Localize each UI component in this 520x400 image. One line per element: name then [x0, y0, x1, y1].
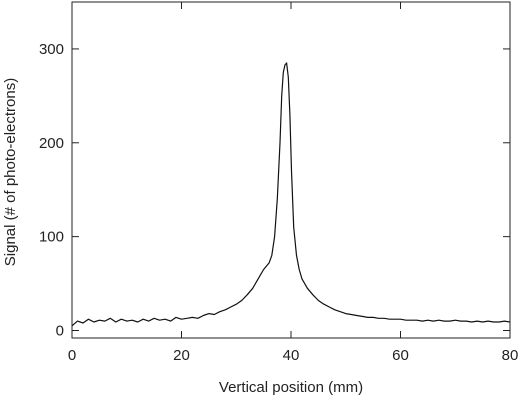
y-axis-ticks: 0 100 200 300: [39, 41, 510, 339]
signal-series-line: [71, 62, 511, 327]
y-tick-label: 300: [39, 41, 64, 58]
y-axis-label: Signal (# of photo-electrons): [2, 78, 19, 266]
y-tick-label: 0: [56, 322, 64, 339]
x-tick-label: 0: [68, 347, 76, 364]
y-tick-label: 100: [39, 229, 64, 246]
x-tick-label: 40: [283, 347, 300, 364]
x-tick-label: 20: [173, 347, 190, 364]
x-tick-label: 60: [392, 347, 409, 364]
x-axis-label: Vertical position (mm): [219, 379, 363, 396]
y-tick-label: 200: [39, 135, 64, 152]
x-axis-ticks: 0 20 40 60 80: [68, 2, 519, 364]
x-tick-label: 80: [502, 347, 519, 364]
